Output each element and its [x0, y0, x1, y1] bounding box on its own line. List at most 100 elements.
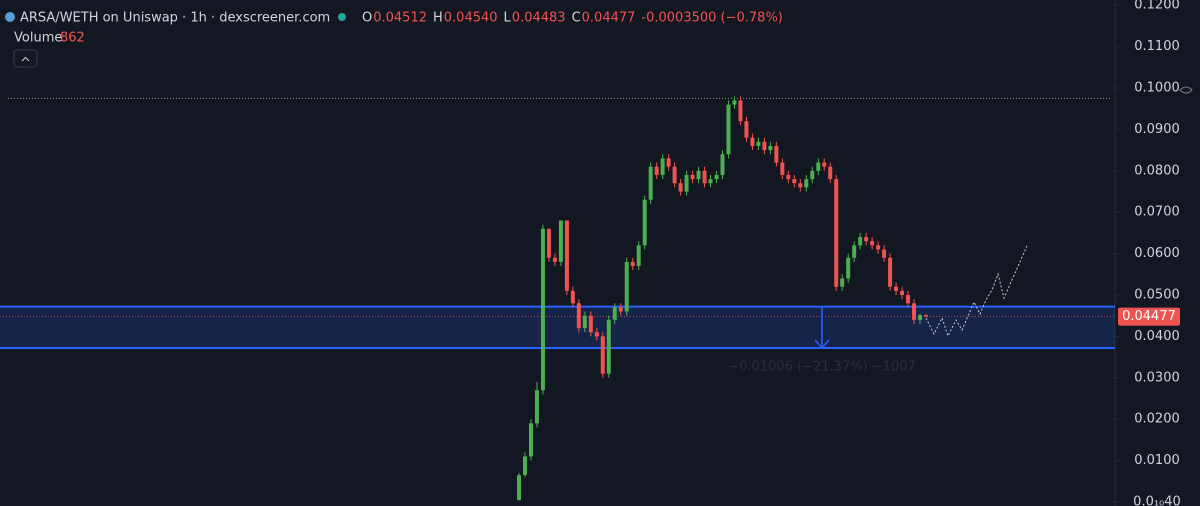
candle-body [750, 137, 755, 146]
candle-body [522, 456, 527, 476]
candle-body [888, 257, 893, 287]
y-tick-label: 0.0900 [1134, 122, 1180, 137]
candle-body [594, 332, 599, 337]
candle-body [768, 145, 773, 151]
candle-body [828, 166, 833, 180]
candle-body [852, 245, 857, 258]
candle-body [738, 100, 743, 122]
candle-body [702, 170, 707, 184]
volume-label: Volume [14, 31, 62, 46]
ohlc-legend: O 0.04512 H 0.04540 L 0.04483 C 0.04477 -0.00035… [362, 11, 783, 26]
y-tick-label: 0.0600 [1134, 246, 1180, 261]
candle-body [882, 249, 887, 258]
candle-body [666, 158, 671, 167]
candle-body [648, 166, 653, 200]
volume-value: 862 [60, 31, 85, 46]
candle-body [894, 286, 899, 291]
candle-body [918, 315, 923, 320]
candle-body [846, 257, 851, 279]
candle-body [606, 319, 611, 374]
candle-body [858, 237, 863, 246]
ohlc-key: L [504, 11, 512, 26]
ohlc-key: O [362, 11, 372, 26]
status-dot [338, 13, 346, 21]
candle-body [840, 278, 845, 287]
candle-body [552, 257, 557, 262]
candle-body [528, 423, 533, 457]
candle-body [870, 241, 875, 246]
y-tick-label: 0.0300 [1134, 370, 1180, 385]
measure-label: −0.01006 (−21.37%) −1007 [728, 359, 916, 374]
candle-body [756, 141, 761, 146]
y-tick-label: 0.0700 [1134, 205, 1180, 220]
collapse-button[interactable] [13, 49, 38, 68]
candle-body [822, 162, 827, 167]
candle-body [900, 290, 905, 295]
candle-body [636, 245, 641, 267]
candle-body [660, 158, 665, 175]
candle-body [810, 170, 815, 180]
candle-body [786, 174, 791, 180]
candle-body [558, 220, 563, 262]
candle-body [924, 315, 928, 317]
ohlc-value: 0.04477 [582, 11, 636, 26]
chevron-icon [21, 56, 30, 62]
candle-body [642, 199, 647, 246]
candle-body [690, 174, 695, 180]
candle-body [714, 174, 719, 180]
y-tick-label: 0.0200 [1134, 412, 1180, 427]
candle-body [774, 145, 779, 163]
y-tick-label: 0.1100 [1134, 39, 1180, 54]
candle-body [678, 183, 683, 192]
projection-path [925, 245, 1028, 338]
zone-box [0, 306, 1115, 348]
y-tick-label: 0.0400 [1134, 329, 1180, 344]
candle-body [624, 261, 629, 312]
ohlc-value: 0.04540 [444, 11, 498, 26]
y-tick-label: 0.0500 [1134, 287, 1180, 302]
candle-body [576, 303, 581, 329]
candle-body [834, 179, 839, 287]
candle-body [600, 336, 605, 374]
candle-body [582, 315, 587, 329]
candle-body [864, 237, 869, 242]
y-tick-label: 0.1200 [1134, 0, 1180, 13]
last-price-label: 0.04477 [1122, 309, 1176, 324]
y-tick-label: 0.0800 [1134, 163, 1180, 178]
candle-body [588, 315, 593, 333]
candle-body [762, 141, 767, 151]
ohlc-value: 0.04483 [512, 11, 566, 26]
candle-body [696, 170, 701, 180]
arrow-head [814, 339, 830, 350]
candle-body [720, 154, 725, 175]
candle-body [876, 245, 881, 250]
candle-body [792, 179, 797, 184]
plot: −0.01006 (−21.37%) −1007 [0, 96, 1115, 501]
eye-icon[interactable] [1179, 86, 1193, 94]
candle-body [517, 475, 521, 500]
candle-body [534, 390, 539, 424]
candle-body [564, 220, 569, 291]
candle-body [726, 104, 731, 155]
candle-body [654, 166, 659, 175]
change-value: -0.0003500 (−0.78%) [641, 11, 782, 26]
candle-body [546, 228, 551, 258]
candle-body [540, 228, 545, 391]
candle-body [630, 261, 635, 267]
candle-body [744, 121, 749, 138]
candle-body [708, 179, 713, 184]
y-tick-label: 0.1000 [1134, 81, 1180, 96]
candle-body [804, 179, 809, 188]
y-tick-label: 0.0100 [1134, 453, 1180, 468]
candle-body [780, 162, 785, 175]
last-price-tag [1118, 307, 1180, 326]
candle-body [732, 100, 737, 105]
candle-body [612, 307, 617, 320]
candle-body [672, 166, 677, 184]
chart-title: ARSA/WETH on Uniswap · 1h · dexscreener.… [20, 11, 330, 26]
candle-body [798, 183, 803, 188]
ohlc-value: 0.04512 [373, 11, 427, 26]
